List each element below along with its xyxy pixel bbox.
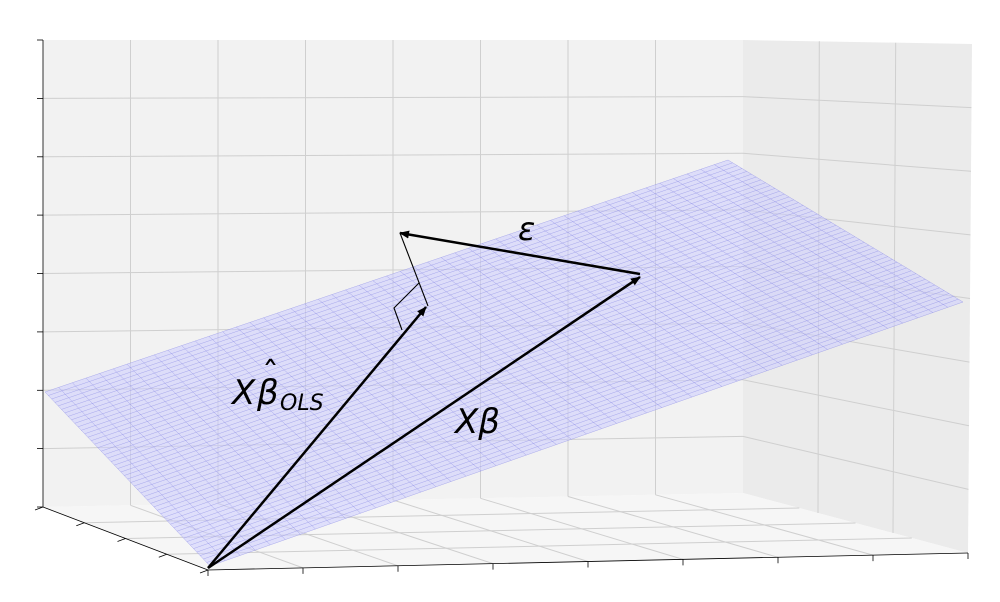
mesh-line bbox=[167, 264, 902, 522]
grid-line bbox=[42, 152, 744, 158]
mesh-line bbox=[686, 173, 918, 318]
y-axis-tick bbox=[199, 569, 209, 574]
y-axis-tick bbox=[158, 553, 167, 558]
right-angle-marker bbox=[393, 232, 429, 331]
grid-line bbox=[742, 96, 972, 109]
mesh-line bbox=[130, 233, 851, 483]
mesh-line bbox=[495, 238, 708, 392]
mesh-line bbox=[400, 271, 602, 429]
mesh-line bbox=[134, 236, 855, 487]
epsilon-vector bbox=[399, 230, 641, 276]
mesh-line bbox=[200, 293, 949, 556]
mesh-line bbox=[196, 290, 945, 553]
mesh-line bbox=[137, 239, 860, 490]
mesh-line bbox=[176, 273, 917, 532]
mesh-line bbox=[659, 183, 888, 329]
mesh-line bbox=[714, 164, 949, 308]
xbeta-hat-accent: ˆ bbox=[262, 355, 279, 395]
mesh-line bbox=[632, 192, 858, 340]
mesh-line bbox=[509, 234, 723, 387]
mesh-line bbox=[180, 276, 921, 535]
mesh-line bbox=[173, 270, 912, 528]
mesh-line bbox=[481, 243, 693, 398]
xbeta-hat-subscript: OLS bbox=[280, 391, 324, 416]
plane-mesh bbox=[44, 159, 964, 567]
mesh-line bbox=[673, 178, 903, 324]
mesh-line bbox=[140, 242, 865, 494]
mesh-line bbox=[193, 287, 940, 549]
grid-line bbox=[742, 152, 972, 172]
vectors bbox=[207, 230, 641, 570]
axis-ticks bbox=[34, 39, 969, 576]
mesh-line bbox=[522, 229, 738, 382]
mesh-line bbox=[440, 257, 647, 414]
mesh-line bbox=[209, 301, 964, 567]
grid-line bbox=[42, 96, 744, 99]
mesh-line bbox=[170, 267, 907, 525]
grid-line bbox=[742, 435, 969, 490]
mesh-line bbox=[563, 215, 783, 366]
y-axis-tick bbox=[117, 538, 126, 542]
xbeta-hat-x: X bbox=[230, 373, 256, 413]
y-axis-tick bbox=[76, 522, 85, 527]
grid-line bbox=[166, 537, 912, 555]
mesh-line bbox=[700, 169, 934, 313]
residual-drop-line bbox=[399, 232, 429, 307]
mesh-line bbox=[150, 250, 879, 504]
mesh-line bbox=[157, 256, 888, 511]
mesh-line bbox=[536, 224, 753, 377]
epsilon-label: ε bbox=[518, 210, 535, 248]
xbeta-label: Xβ bbox=[453, 402, 500, 442]
mesh-line bbox=[550, 220, 768, 371]
mesh-line bbox=[427, 261, 632, 419]
mesh-line bbox=[206, 298, 959, 563]
mesh-line bbox=[190, 284, 935, 546]
mesh-line bbox=[413, 266, 617, 424]
column-space-plane bbox=[44, 159, 964, 567]
mesh-line bbox=[147, 247, 874, 501]
mesh-line bbox=[454, 252, 662, 408]
mesh-line bbox=[618, 196, 843, 345]
mesh-line bbox=[153, 253, 884, 508]
grid-line bbox=[742, 379, 970, 427]
mesh-line bbox=[727, 159, 964, 303]
right-angle-corner bbox=[393, 282, 420, 331]
mesh-line bbox=[591, 206, 813, 355]
mesh-line bbox=[577, 210, 798, 361]
mesh-line bbox=[203, 296, 954, 560]
xbeta-hat-ols-label: X β ˆ OLS bbox=[230, 355, 324, 416]
xbeta-vector bbox=[207, 275, 641, 570]
mesh-line bbox=[160, 259, 893, 515]
xbeta-hat-vector bbox=[207, 306, 427, 569]
mesh-line bbox=[183, 279, 926, 539]
mesh-line bbox=[127, 230, 846, 480]
xbeta-hat-beta: β bbox=[256, 373, 279, 413]
plane-surface bbox=[45, 160, 963, 566]
mesh-line bbox=[645, 187, 873, 334]
mesh-line bbox=[604, 201, 828, 350]
y-axis-tick bbox=[34, 506, 44, 511]
mesh-line bbox=[468, 248, 678, 403]
mesh-line bbox=[143, 244, 870, 497]
